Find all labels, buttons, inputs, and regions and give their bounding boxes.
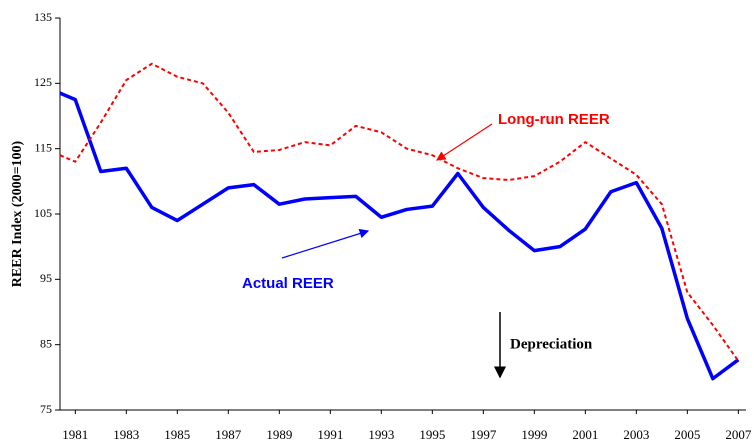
y-tick-label: 95 xyxy=(40,271,52,285)
x-tick-label: 2007 xyxy=(725,427,752,442)
x-tick-label: 1987 xyxy=(215,427,242,442)
y-tick-label: 105 xyxy=(34,206,52,220)
y-tick-label: 85 xyxy=(40,336,52,350)
x-tick-label: 1983 xyxy=(113,427,139,442)
y-axis-label: REER Index (2000=100) xyxy=(10,140,25,287)
y-tick-label: 135 xyxy=(34,10,52,24)
series-label: Long-run REER xyxy=(498,111,610,128)
x-tick-label: 1985 xyxy=(164,427,190,442)
x-tick-label: 1991 xyxy=(317,427,343,442)
x-tick-label: 1981 xyxy=(62,427,88,442)
x-tick-label: 1989 xyxy=(266,427,292,442)
x-tick-label: 2003 xyxy=(623,427,649,442)
annotation-arrow xyxy=(281,228,370,259)
y-tick-label: 115 xyxy=(34,140,52,154)
x-tick-label: 2001 xyxy=(572,427,598,442)
y-tick-label: 125 xyxy=(34,75,52,89)
line xyxy=(59,62,740,362)
x-tick-label: 1993 xyxy=(368,427,394,442)
annotation: Depreciation xyxy=(510,336,593,352)
y-tick-label: 75 xyxy=(40,402,52,416)
series-label: Actual REER xyxy=(242,275,334,292)
x-tick-label: 1995 xyxy=(419,427,445,442)
x-tick-label: 1999 xyxy=(521,427,547,442)
x-tick-label: 2005 xyxy=(674,427,700,442)
line xyxy=(59,91,740,381)
annotation-arrow xyxy=(435,123,493,161)
x-tick-label: 1997 xyxy=(470,427,497,442)
